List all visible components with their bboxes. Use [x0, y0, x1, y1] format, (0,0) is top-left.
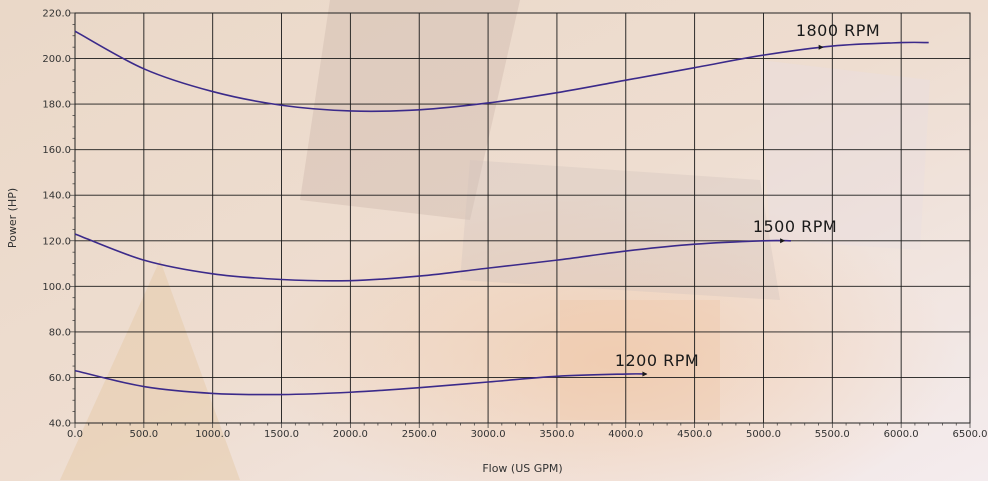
- x-tick-label: 2000.0: [333, 429, 368, 440]
- x-tick-label: 3500.0: [539, 429, 574, 440]
- x-tick-label: 4000.0: [608, 429, 643, 440]
- x-tick-label: 2500.0: [402, 429, 437, 440]
- series-line: [74, 233, 792, 282]
- series-label: 1200 RPM: [615, 351, 699, 370]
- y-tick-label: 120.0: [42, 236, 71, 247]
- y-axis-title: Power (HP): [6, 188, 19, 248]
- series-marker: [780, 238, 786, 244]
- x-tick-label: 3000.0: [471, 429, 506, 440]
- x-tick-label: 4500.0: [677, 429, 712, 440]
- y-tick-label: 60.0: [49, 373, 71, 384]
- grid: [75, 13, 970, 423]
- series-label: 1800 RPM: [796, 21, 880, 40]
- y-tick-label: 100.0: [42, 282, 71, 293]
- x-tick-label: 6500.0: [953, 429, 988, 440]
- x-tick-label: 1000.0: [195, 429, 230, 440]
- y-tick-label: 180.0: [42, 100, 71, 111]
- x-tick-label: 1500.0: [264, 429, 299, 440]
- series-label: 1500 RPM: [753, 217, 837, 236]
- axes: 0.0 500.0 1000.0 1500.0 2000.0 2500.0 3000.0 35…: [42, 9, 987, 441]
- x-tick-label: 0.0: [67, 429, 83, 440]
- series-line: [74, 369, 647, 396]
- series-marker: [818, 44, 824, 50]
- x-tick-label: 5500.0: [815, 429, 850, 440]
- series-lines: [74, 30, 929, 396]
- x-tick-label: 500.0: [130, 429, 159, 440]
- y-tick-label: 220.0: [42, 9, 71, 20]
- y-tick-label: 160.0: [42, 145, 71, 156]
- y-tick-label: 200.0: [42, 54, 71, 65]
- y-tick-label: 140.0: [42, 191, 71, 202]
- x-tick-label: 6000.0: [884, 429, 919, 440]
- x-axis-title: Flow (US GPM): [482, 462, 562, 475]
- series-labels: 1800 RPM 1500 RPM 1200 RPM: [615, 21, 880, 370]
- y-tick-label: 40.0: [49, 419, 71, 430]
- y-tick-label: 80.0: [49, 327, 71, 338]
- x-tick-label: 5000.0: [746, 429, 781, 440]
- series-marker: [642, 371, 648, 377]
